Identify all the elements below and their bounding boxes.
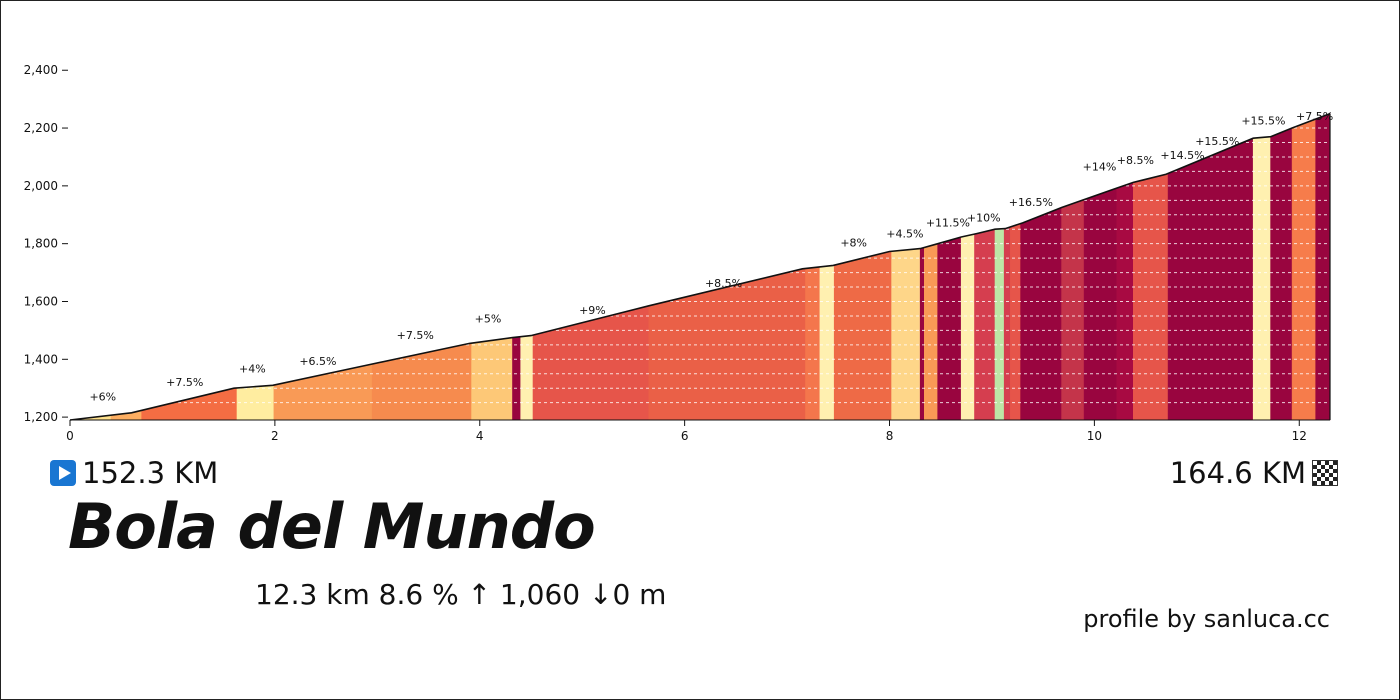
x-tick-label: 4 bbox=[476, 429, 484, 443]
gradient-label: +4% bbox=[239, 362, 266, 375]
gradient-label: +8% bbox=[840, 237, 867, 250]
y-tick-label: 2,000 bbox=[24, 179, 58, 193]
gradient-segment bbox=[1083, 187, 1118, 421]
y-tick-label: 1,400 bbox=[24, 352, 58, 366]
axes: 0 2 4 6 8 10 12 1,200 1,400 1,600 1,800 2,000 2,200 2… bbox=[24, 63, 1330, 443]
y-tick-label: 1,600 bbox=[24, 294, 58, 308]
gradient-label: +11.5% bbox=[926, 216, 970, 229]
y-tick-label: 2,400 bbox=[24, 63, 58, 77]
gradient-label: +9% bbox=[579, 304, 606, 317]
x-tick-label: 2 bbox=[271, 429, 279, 443]
gradient-segment bbox=[512, 336, 522, 421]
y-tick-label: 1,200 bbox=[24, 410, 58, 424]
gradient-label: +15.5% bbox=[1241, 114, 1285, 127]
gradient-label: +6.5% bbox=[299, 355, 336, 368]
gradient-segment bbox=[923, 243, 939, 421]
x-tick-label: 12 bbox=[1292, 429, 1307, 443]
gradient-label: +4.5% bbox=[886, 227, 923, 240]
gradient-segment bbox=[520, 334, 534, 421]
gradient-label: +14.5% bbox=[1160, 149, 1204, 162]
gradient-annotations: +6% +7.5% +4% +6.5% +7.5% +5% +9% +8.5% +8% +4.5%… bbox=[89, 110, 1333, 404]
gradient-segment bbox=[1252, 136, 1271, 421]
gradient-segment bbox=[141, 387, 238, 421]
gradient-segment bbox=[819, 264, 835, 421]
checkered-flag-icon bbox=[1312, 460, 1338, 486]
gradient-segment bbox=[1133, 172, 1169, 421]
gradient-segment bbox=[1167, 137, 1254, 421]
play-icon bbox=[50, 460, 76, 486]
start-km-label: 152.3 KM bbox=[50, 456, 218, 490]
end-km-label: 164.6 KM bbox=[1170, 456, 1338, 490]
x-tick-label: 0 bbox=[66, 429, 74, 443]
x-tick-label: 6 bbox=[681, 429, 689, 443]
gradient-label: +8.5% bbox=[705, 277, 742, 290]
gradient-segments bbox=[69, 113, 1331, 421]
profile-line bbox=[69, 112, 1331, 421]
gradient-segment bbox=[1003, 226, 1011, 421]
y-tick-label: 2,200 bbox=[24, 121, 58, 135]
gradient-label: +7.5% bbox=[166, 376, 203, 389]
gradient-label: +8.5% bbox=[1117, 154, 1154, 167]
gradient-label: +7.5% bbox=[1296, 110, 1333, 123]
gradient-segment bbox=[1315, 113, 1331, 421]
x-tick-label: 10 bbox=[1087, 429, 1102, 443]
gradient-segment bbox=[805, 266, 821, 421]
gradient-segment bbox=[891, 248, 921, 421]
gradient-label: +10% bbox=[967, 211, 1001, 224]
gradient-label: +14% bbox=[1083, 161, 1117, 174]
elevation-profile-chart: 0 2 4 6 8 10 12 1,200 1,400 1,600 1,800 2,000 2,200 2… bbox=[24, 63, 1334, 443]
gradient-segment bbox=[648, 268, 806, 421]
gradient-segment bbox=[1061, 199, 1085, 421]
gradient-segment bbox=[994, 228, 1005, 421]
climb-stats: 12.3 km 8.6 % ↑ 1,060 ↓0 m bbox=[255, 578, 667, 611]
credit-text: profile by sanluca.cc bbox=[1083, 605, 1330, 633]
gradient-segment bbox=[960, 233, 975, 421]
gradient-label: +7.5% bbox=[397, 329, 434, 342]
start-km-value: 152.3 KM bbox=[82, 456, 219, 490]
gradient-segment bbox=[1291, 118, 1316, 421]
x-tick-label: 8 bbox=[886, 429, 894, 443]
gradient-label: +5% bbox=[475, 313, 502, 326]
gradient-segment bbox=[937, 236, 962, 421]
gradient-segment bbox=[919, 246, 925, 421]
gradient-label: +6% bbox=[89, 391, 116, 404]
gradient-segment bbox=[833, 250, 892, 421]
climb-title: Bola del Mundo bbox=[68, 490, 596, 563]
gradient-label: +16.5% bbox=[1009, 196, 1053, 209]
profile-line-group bbox=[69, 112, 1331, 421]
grid-lines bbox=[70, 113, 1330, 404]
gradient-segment bbox=[273, 363, 373, 421]
gradient-segment bbox=[471, 337, 513, 421]
end-km-value: 164.6 KM bbox=[1169, 456, 1306, 490]
gradient-segment bbox=[371, 342, 472, 421]
gradient-label: +15.5% bbox=[1195, 135, 1239, 148]
y-tick-label: 1,800 bbox=[24, 237, 58, 251]
gradient-segment bbox=[1010, 223, 1021, 421]
gradient-segment bbox=[1116, 181, 1134, 421]
